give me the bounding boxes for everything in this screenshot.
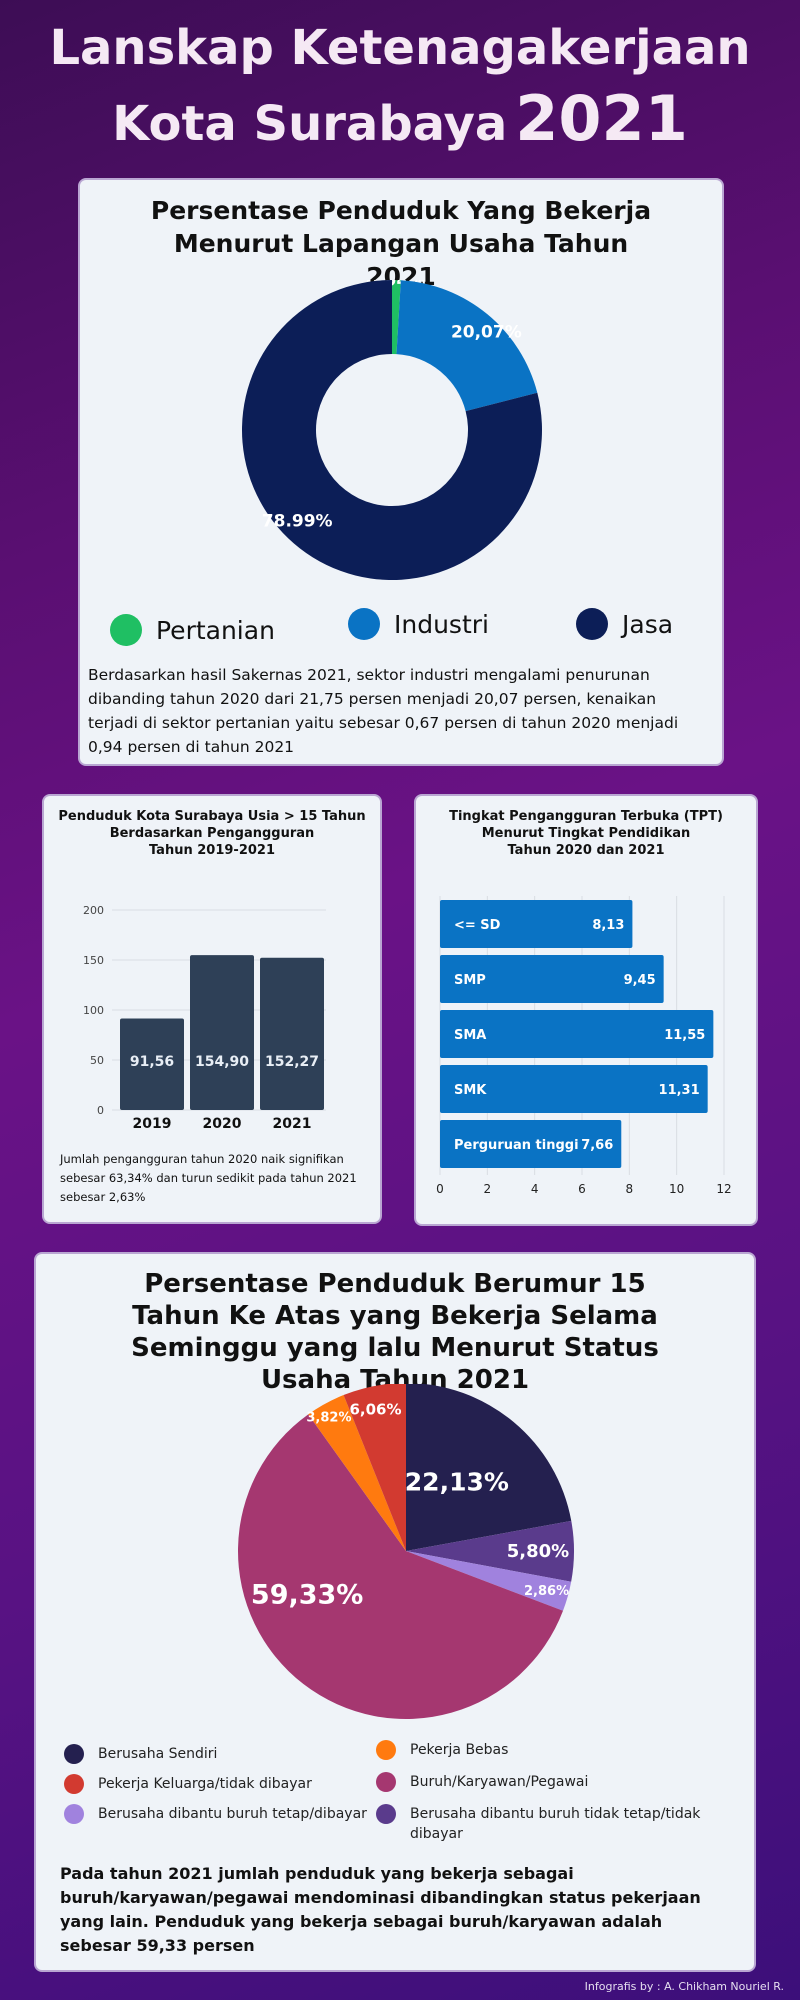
pie-label: 5,80% bbox=[507, 1541, 569, 1562]
pie-label: 6,06% bbox=[349, 1401, 401, 1419]
legend-item-jasa: Jasa bbox=[576, 608, 673, 640]
unemployment-card: Penduduk Kota Surabaya Usia > 15 Tahun B… bbox=[42, 794, 382, 1224]
pie-slice bbox=[406, 1551, 572, 1611]
hbar-category-label: <= SD bbox=[454, 918, 501, 933]
hbar-2 bbox=[440, 1010, 714, 1058]
pie-slice bbox=[238, 1414, 564, 1719]
hbar-1 bbox=[440, 955, 664, 1003]
status-legend: Berusaha Sendiri Pekerja Bebas Pekerja K… bbox=[64, 1740, 744, 1864]
status-legend-item: Berusaha Sendiri bbox=[64, 1744, 217, 1764]
hbar-0 bbox=[440, 900, 633, 948]
pie-label: 59,33% bbox=[251, 1579, 363, 1610]
status-legend-item: Berusaha dibantu buruh tetap/dibayar bbox=[64, 1804, 367, 1824]
donut-chart: 0,94% 20,07% 78.99% bbox=[242, 280, 542, 580]
donut-slice-industri bbox=[396, 280, 538, 412]
donut-label-jasa: 78.99% bbox=[262, 511, 333, 531]
hbar-category-label: SMP bbox=[454, 973, 486, 988]
donut-heading: Persentase Penduduk Yang Bekerja Menurut… bbox=[150, 196, 652, 291]
hbar-3 bbox=[440, 1065, 708, 1113]
hbar-category-label: SMK bbox=[454, 1083, 487, 1098]
donut-label-industri: 20,07% bbox=[451, 322, 522, 342]
pie-slice bbox=[308, 1395, 406, 1551]
legend-dot-jasa bbox=[576, 608, 608, 640]
infographic-title: Lanskap Ketenagakerjaan Kota Surabaya 202… bbox=[0, 14, 800, 157]
unemployment-bar-chart: 0 50 100 150 200 91,56 2019 154,90 2020 152,27 202… bbox=[83, 904, 326, 1132]
x-tick-label: 8 bbox=[626, 1182, 634, 1196]
hbar-value-label: 9,45 bbox=[624, 973, 656, 988]
pie-label: 2,86% bbox=[524, 1584, 569, 1599]
tpt-bar-chart: 0 2 4 6 8 10 12 <= SD 8,13 SMP 9,45 SMA 11,55 SMK 11,3… bbox=[436, 896, 732, 1196]
status-legend-item: Berusaha dibantu buruh tidak tetap/tidak… bbox=[376, 1804, 706, 1844]
bar-value-label: 154,90 bbox=[195, 1054, 249, 1070]
hbar-value-label: 8,13 bbox=[592, 918, 624, 933]
status-legend-item: Pekerja Keluarga/tidak dibayar bbox=[64, 1774, 312, 1794]
x-tick-label: 2 bbox=[484, 1182, 492, 1196]
donut-slice-jasa bbox=[242, 280, 542, 580]
y-tick-label: 200 bbox=[83, 904, 104, 917]
x-category-label: 2019 bbox=[133, 1116, 172, 1132]
status-card: Persentase Penduduk Berumur 15 Tahun Ke … bbox=[34, 1252, 756, 1972]
pie-slice bbox=[406, 1520, 574, 1582]
hbar-value-label: 7,66 bbox=[581, 1138, 613, 1153]
tpt-heading: Tingkat Pengangguran Terbuka (TPT) Menur… bbox=[449, 809, 723, 858]
x-tick-label: 6 bbox=[578, 1182, 586, 1196]
donut-card: Persentase Penduduk Yang Bekerja Menurut… bbox=[78, 178, 724, 766]
x-tick-label: 0 bbox=[436, 1182, 444, 1196]
y-tick-label: 100 bbox=[83, 1004, 104, 1017]
legend-label-jasa: Jasa bbox=[622, 609, 674, 639]
credit-text: Infografis by : A. Chikham Nouriel R. bbox=[584, 1980, 784, 1993]
pie-slice bbox=[343, 1384, 406, 1551]
unemployment-heading: Penduduk Kota Surabaya Usia > 15 Tahun B… bbox=[58, 809, 366, 858]
status-legend-item: Pekerja Bebas bbox=[376, 1740, 508, 1760]
y-tick-label: 150 bbox=[83, 954, 104, 967]
pie-slice bbox=[406, 1384, 572, 1551]
donut-slice-pertanian bbox=[392, 280, 401, 355]
pie-label: 3,82% bbox=[306, 1411, 351, 1426]
donut-paragraph: Berdasarkan hasil Sakernas 2021, sektor … bbox=[88, 666, 679, 756]
x-tick-label: 4 bbox=[531, 1182, 539, 1196]
x-tick-label: 12 bbox=[716, 1182, 731, 1196]
bar-2021 bbox=[260, 957, 324, 1110]
tpt-card: Tingkat Pengangguran Terbuka (TPT) Menur… bbox=[414, 794, 758, 1226]
bar-2020 bbox=[190, 955, 254, 1110]
bar-value-label: 152,27 bbox=[265, 1054, 319, 1070]
title-year: 2021 bbox=[515, 82, 688, 155]
legend-dot bbox=[376, 1772, 396, 1792]
status-heading: Persentase Penduduk Berumur 15 Tahun Ke … bbox=[131, 1269, 659, 1395]
y-tick-label: 0 bbox=[97, 1104, 104, 1117]
legend-dot-pertanian bbox=[110, 614, 142, 646]
x-tick-label: 10 bbox=[669, 1182, 684, 1196]
bar-2019 bbox=[120, 1018, 184, 1110]
hbar-category-label: SMA bbox=[454, 1028, 486, 1043]
legend-dot bbox=[376, 1740, 396, 1760]
legend-item-industri: Industri bbox=[348, 608, 489, 640]
unemployment-paragraph: Jumlah pengangguran tahun 2020 naik sign… bbox=[60, 1152, 357, 1204]
status-pie-chart: 22,13% 5,80% 2,86% 59,33% 3,82%6,06% bbox=[238, 1384, 574, 1719]
title-line-1: Lanskap Ketenagakerjaan bbox=[49, 20, 751, 76]
legend-dot bbox=[64, 1774, 84, 1794]
legend-dot bbox=[64, 1744, 84, 1764]
legend-item-pertanian: Pertanian bbox=[110, 614, 275, 646]
x-category-label: 2021 bbox=[273, 1116, 312, 1132]
x-category-label: 2020 bbox=[203, 1116, 242, 1132]
hbar-value-label: 11,55 bbox=[664, 1028, 705, 1043]
donut-legend: Pertanian Industri Jasa bbox=[80, 608, 726, 648]
donut-label-pertanian: 0,94% bbox=[366, 280, 425, 291]
legend-label-pertanian: Pertanian bbox=[156, 615, 275, 645]
status-legend-item: Buruh/Karyawan/Pegawai bbox=[376, 1772, 588, 1792]
hbar-category-label: Perguruan tinggi bbox=[454, 1138, 579, 1153]
status-paragraph: Pada tahun 2021 jumlah penduduk yang bek… bbox=[60, 1864, 701, 1955]
legend-label-industri: Industri bbox=[394, 609, 489, 639]
hbar-value-label: 11,31 bbox=[659, 1083, 700, 1098]
pie-label: 22,13% bbox=[405, 1467, 509, 1496]
title-line-2: Kota Surabaya bbox=[112, 96, 508, 152]
hbar-4 bbox=[440, 1120, 622, 1168]
legend-dot bbox=[376, 1804, 396, 1824]
legend-dot-industri bbox=[348, 608, 380, 640]
bar-value-label: 91,56 bbox=[130, 1054, 174, 1070]
legend-dot bbox=[64, 1804, 84, 1824]
y-tick-label: 50 bbox=[90, 1054, 104, 1067]
